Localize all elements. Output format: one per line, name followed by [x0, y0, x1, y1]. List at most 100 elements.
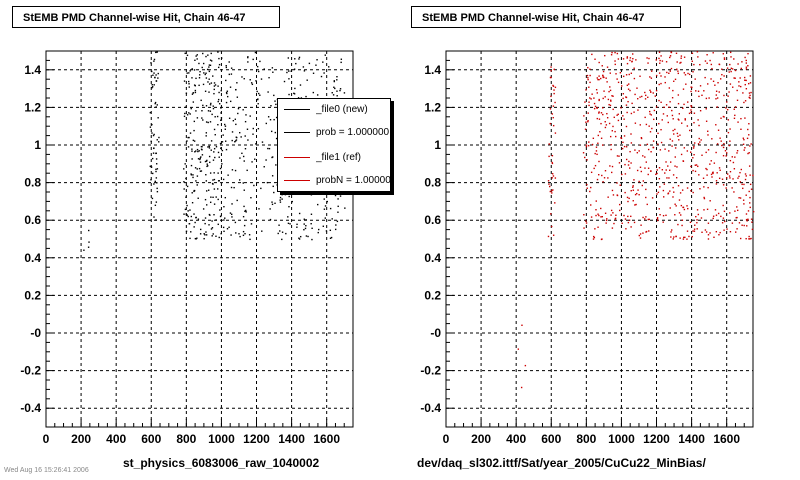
right-x-axis-caption: dev/daq_sl302.ittf/Sat/year_2005/CuCu22_… [417, 456, 706, 470]
data-point [205, 234, 208, 236]
data-point [668, 72, 670, 75]
data-point [623, 118, 625, 120]
data-point [748, 96, 750, 99]
data-point [697, 119, 699, 121]
x-tick-label: 600 [141, 432, 161, 446]
data-point [668, 150, 670, 152]
data-point [644, 116, 646, 119]
data-point [749, 174, 751, 176]
data-point [737, 177, 739, 179]
data-point [238, 233, 240, 235]
data-point [683, 72, 686, 74]
data-point [721, 73, 723, 76]
data-point [217, 98, 220, 101]
data-point [213, 128, 216, 131]
data-point [707, 130, 709, 132]
data-point [632, 57, 634, 60]
data-point [194, 59, 196, 62]
data-point [155, 177, 158, 179]
data-point [239, 131, 241, 134]
data-point [647, 218, 649, 221]
legend-swatch [284, 157, 310, 158]
data-point [194, 89, 197, 92]
data-point [689, 129, 691, 132]
data-point [287, 57, 290, 59]
data-point [204, 234, 206, 236]
data-point [634, 93, 636, 96]
data-point [197, 158, 200, 160]
data-point [196, 184, 198, 186]
data-point [735, 217, 737, 219]
data-point [600, 77, 602, 80]
data-point [208, 155, 211, 158]
data-point [200, 99, 202, 102]
data-point [674, 165, 676, 167]
data-point [723, 57, 726, 59]
x-tick-label: 1200 [243, 432, 270, 446]
data-point [187, 210, 189, 212]
data-point [151, 86, 154, 88]
data-point [610, 144, 612, 146]
data-point [667, 192, 670, 194]
data-point [669, 207, 671, 209]
data-point [193, 120, 196, 123]
data-point [600, 122, 602, 125]
data-point [656, 172, 658, 175]
data-point [626, 111, 628, 114]
data-point [726, 67, 729, 69]
data-point [722, 217, 725, 219]
data-point [682, 206, 684, 209]
data-point [204, 90, 207, 92]
data-point [669, 70, 671, 72]
y-tick-label: -0.2 [420, 364, 441, 378]
data-point [652, 140, 655, 142]
x-tick-label: 1400 [278, 432, 305, 446]
data-point [230, 213, 233, 216]
data-point [686, 187, 689, 189]
data-point [224, 128, 227, 130]
data-point [334, 87, 336, 90]
data-point [156, 187, 158, 190]
data-point [207, 121, 209, 124]
data-point [634, 193, 637, 196]
data-point [725, 152, 728, 154]
data-point [691, 52, 694, 54]
y-tick-label: 0.2 [424, 288, 441, 302]
data-point [680, 57, 682, 59]
data-point [611, 130, 614, 132]
data-point [633, 111, 635, 113]
data-point [693, 230, 696, 232]
data-point [749, 97, 751, 99]
data-point [598, 78, 600, 81]
data-point [323, 208, 326, 210]
data-point [196, 54, 198, 56]
data-point [684, 74, 687, 76]
data-point [223, 205, 225, 208]
data-point [294, 87, 296, 90]
data-point [626, 62, 629, 65]
data-point [660, 55, 662, 57]
data-point [747, 82, 750, 85]
data-point [222, 226, 225, 229]
data-point [596, 92, 598, 94]
data-point [721, 222, 724, 224]
data-point [230, 73, 233, 75]
data-point [623, 135, 626, 137]
data-point [655, 106, 658, 108]
data-point [730, 70, 732, 73]
data-point [212, 75, 214, 77]
data-point [271, 175, 274, 177]
data-point [726, 108, 729, 111]
data-point [215, 219, 217, 221]
data-point [644, 91, 646, 94]
data-point [710, 78, 712, 80]
data-point [630, 112, 633, 115]
data-point [729, 51, 732, 54]
data-point [658, 72, 661, 74]
data-point [607, 196, 609, 198]
data-point [598, 173, 600, 176]
data-point [652, 92, 654, 94]
data-point [648, 230, 650, 232]
data-point [186, 54, 189, 57]
data-point [629, 150, 631, 153]
